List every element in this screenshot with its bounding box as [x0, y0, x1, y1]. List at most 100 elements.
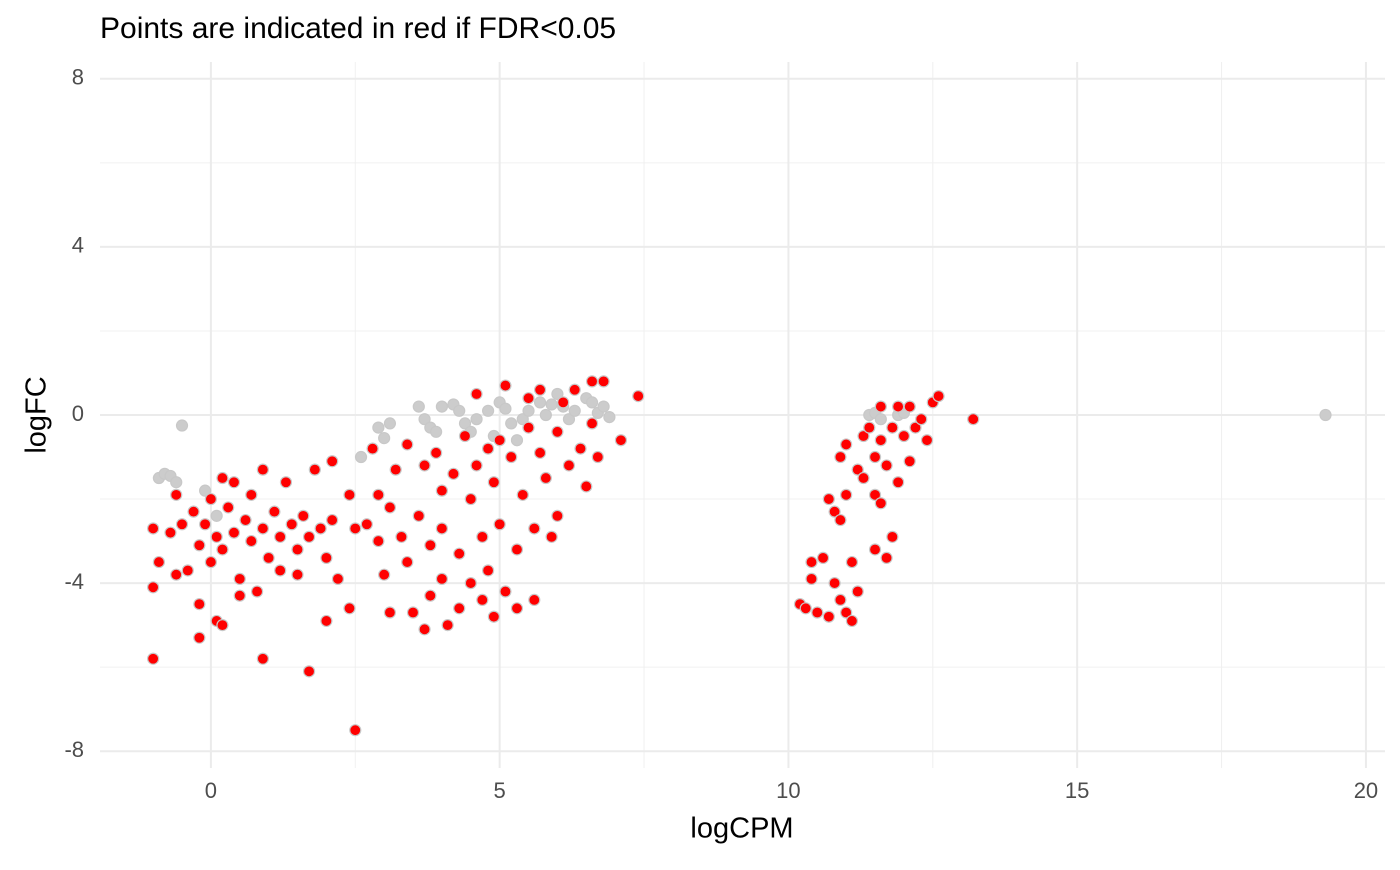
point	[274, 564, 287, 577]
point	[851, 585, 864, 598]
point	[840, 438, 853, 451]
point	[545, 398, 558, 411]
point	[805, 555, 818, 569]
point	[892, 400, 905, 413]
point	[233, 589, 246, 602]
point	[193, 598, 206, 611]
point	[915, 413, 928, 426]
point	[314, 522, 327, 535]
point	[522, 404, 535, 417]
point	[533, 383, 547, 396]
point	[822, 610, 835, 623]
point	[302, 530, 316, 543]
point	[487, 476, 500, 489]
point	[528, 593, 541, 607]
point	[591, 450, 604, 464]
point	[874, 400, 887, 413]
x-tick-label: 5	[494, 778, 506, 803]
point	[279, 476, 293, 489]
point	[510, 602, 524, 615]
point	[539, 471, 552, 485]
point	[418, 413, 431, 426]
point	[245, 488, 258, 501]
point	[845, 555, 859, 569]
point	[868, 450, 882, 464]
point	[516, 413, 529, 426]
point	[568, 383, 581, 396]
point	[453, 404, 466, 417]
point	[493, 434, 506, 447]
point	[481, 442, 495, 455]
point	[868, 543, 882, 556]
point	[331, 572, 345, 585]
point	[349, 522, 362, 535]
x-tick-label: 20	[1354, 778, 1378, 803]
point	[170, 568, 183, 581]
point	[528, 522, 541, 535]
point	[406, 606, 420, 619]
point	[164, 526, 177, 539]
point	[932, 389, 945, 403]
point	[210, 509, 223, 522]
point	[920, 434, 934, 447]
point	[834, 513, 847, 527]
point	[401, 438, 414, 451]
point	[383, 417, 397, 430]
point	[435, 400, 448, 413]
point	[510, 434, 524, 447]
point	[840, 606, 853, 619]
point	[343, 488, 356, 501]
point	[522, 421, 535, 434]
point	[326, 513, 339, 527]
point	[418, 623, 431, 636]
point	[378, 568, 391, 581]
point	[285, 518, 298, 531]
point	[170, 488, 183, 501]
point	[1319, 408, 1332, 422]
point	[603, 411, 616, 424]
point	[366, 442, 379, 455]
point	[216, 619, 229, 632]
point	[389, 463, 402, 476]
point	[147, 522, 160, 535]
point	[378, 432, 391, 445]
point	[505, 450, 518, 464]
point	[435, 572, 448, 585]
point	[412, 509, 425, 522]
point	[585, 375, 599, 388]
point	[372, 534, 385, 548]
point	[834, 593, 847, 607]
point	[840, 488, 853, 501]
point	[597, 375, 610, 388]
point	[349, 724, 362, 737]
point	[892, 476, 905, 489]
point	[851, 463, 864, 476]
y-tick-label: 8	[72, 65, 84, 90]
y-tick-label: 0	[72, 401, 84, 426]
point	[886, 421, 899, 434]
point	[505, 417, 518, 430]
point	[539, 408, 552, 422]
point	[464, 492, 477, 506]
point	[227, 526, 241, 539]
point	[585, 417, 599, 430]
point	[967, 413, 980, 426]
point	[435, 484, 448, 497]
point	[418, 459, 431, 472]
point	[499, 402, 512, 415]
point	[632, 389, 645, 403]
y-tick-label: -8	[64, 737, 84, 762]
point	[903, 455, 916, 468]
point	[551, 425, 564, 438]
point	[383, 606, 397, 619]
point	[874, 434, 887, 447]
y-axis-label: logFC	[21, 376, 53, 453]
point	[574, 442, 587, 455]
point	[430, 446, 443, 459]
point	[816, 551, 830, 564]
point	[909, 421, 922, 434]
point	[476, 530, 489, 543]
x-tick-label: 10	[776, 778, 800, 803]
point	[181, 564, 194, 577]
